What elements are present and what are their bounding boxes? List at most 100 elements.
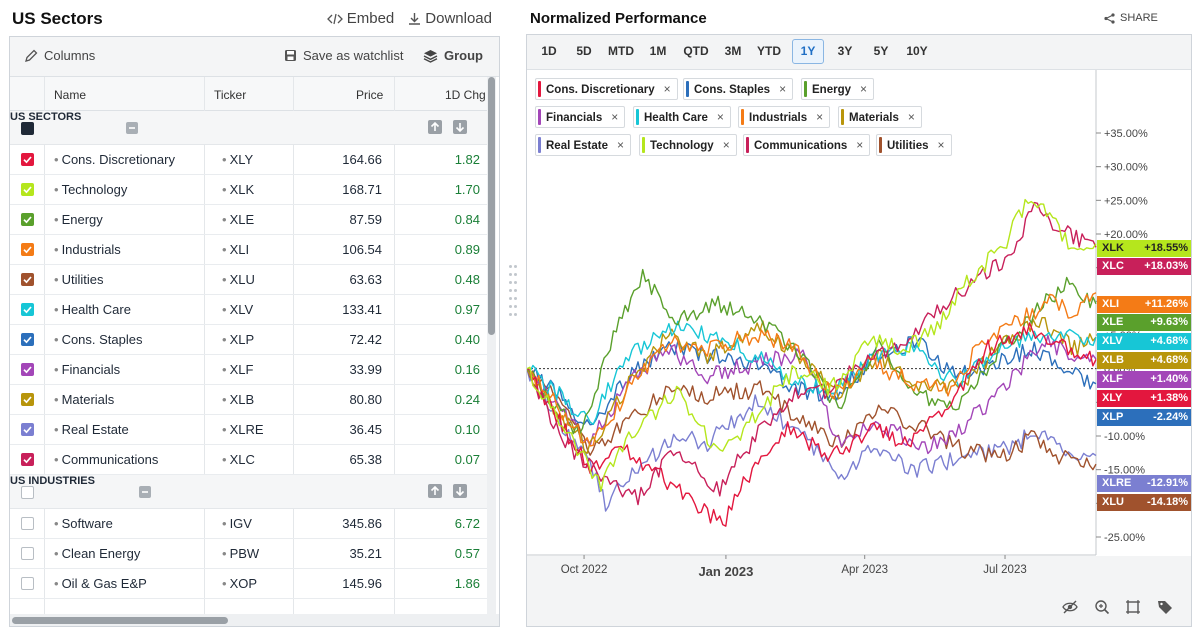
- fullscreen-icon[interactable]: [1125, 599, 1141, 615]
- columns-button[interactable]: Columns: [24, 48, 95, 63]
- eye-off-icon[interactable]: [1062, 599, 1078, 615]
- period-5y[interactable]: 5Y: [873, 44, 889, 58]
- header-name[interactable]: Name: [54, 88, 87, 102]
- horizontal-scroll-thumb[interactable]: [12, 617, 228, 624]
- series-line-xly[interactable]: [527, 322, 1097, 527]
- remove-series-icon[interactable]: ×: [907, 110, 915, 124]
- series-line-xlre[interactable]: [527, 368, 1097, 512]
- header-ticker[interactable]: Ticker: [214, 88, 247, 102]
- vertical-scrollbar[interactable]: [487, 77, 496, 626]
- table-row[interactable]: • Oil & Gas E&P • XOP 145.96 1.86: [10, 569, 488, 599]
- remove-series-icon[interactable]: ×: [856, 138, 864, 152]
- legend-chip[interactable]: Real Estate ×: [535, 134, 632, 156]
- legend-chip[interactable]: Utilities ×: [876, 134, 952, 156]
- table-row[interactable]: • Industrials • XLI 106.54 0.89: [10, 235, 488, 265]
- header-change[interactable]: 1D Chg: [445, 88, 486, 102]
- move-down-icon[interactable]: [453, 484, 467, 498]
- group-header[interactable]: US INDUSTRIES: [10, 475, 488, 509]
- period-1d[interactable]: 1D: [541, 44, 557, 58]
- series-line-xlu[interactable]: [527, 368, 1097, 471]
- table-row[interactable]: • Health Care • XLV 133.41 0.97: [10, 295, 488, 325]
- vertical-scroll-thumb[interactable]: [488, 77, 495, 335]
- legend-chip[interactable]: Health Care ×: [633, 106, 731, 128]
- legend-chip[interactable]: Cons. Staples ×: [683, 78, 794, 100]
- series-line-xlk[interactable]: [527, 198, 1097, 492]
- panel-resize-handle[interactable]: [508, 265, 518, 375]
- period-mtd[interactable]: MTD: [608, 44, 634, 58]
- tag-icon[interactable]: [1157, 599, 1173, 615]
- horizontal-scrollbar[interactable]: [10, 614, 499, 626]
- remove-series-icon[interactable]: ×: [722, 138, 730, 152]
- share-button[interactable]: SHARE: [1104, 12, 1158, 24]
- row-checkbox[interactable]: [21, 577, 34, 590]
- remove-series-icon[interactable]: ×: [816, 110, 824, 124]
- row-checkbox[interactable]: [21, 547, 34, 560]
- legend-chip[interactable]: Technology ×: [639, 134, 737, 156]
- remove-series-icon[interactable]: ×: [860, 82, 868, 96]
- move-up-icon[interactable]: [428, 484, 442, 498]
- group-button[interactable]: Group: [423, 48, 483, 63]
- row-checkbox[interactable]: [21, 273, 34, 286]
- table-row[interactable]: • Financials • XLF 33.99 0.16: [10, 355, 488, 385]
- bullet-icon: •: [54, 182, 59, 197]
- row-checkbox[interactable]: [21, 153, 34, 166]
- legend-chip[interactable]: Materials ×: [838, 106, 922, 128]
- series-line-xle[interactable]: [527, 268, 1097, 435]
- table-row[interactable]: • Energy • XLE 87.59 0.84: [10, 205, 488, 235]
- header-price[interactable]: Price: [356, 88, 384, 102]
- legend-chip[interactable]: Communications ×: [743, 134, 871, 156]
- row-checkbox[interactable]: [21, 183, 34, 196]
- row-checkbox[interactable]: [21, 243, 34, 256]
- table-row[interactable]: • Cons. Staples • XLP 72.42 0.40: [10, 325, 488, 355]
- series-line-xlf[interactable]: [527, 334, 1097, 455]
- period-3m[interactable]: 3M: [724, 44, 742, 58]
- collapse-icon[interactable]: [126, 122, 138, 134]
- table-row[interactable]: • Materials • XLB 80.80 0.24: [10, 385, 488, 415]
- remove-series-icon[interactable]: ×: [716, 110, 724, 124]
- remove-series-icon[interactable]: ×: [779, 82, 787, 96]
- period-5d[interactable]: 5D: [576, 44, 592, 58]
- download-button[interactable]: Download: [408, 10, 492, 27]
- period-1y[interactable]: 1Y: [792, 39, 824, 64]
- period-ytd[interactable]: YTD: [757, 44, 781, 58]
- group-checkbox[interactable]: [21, 486, 34, 499]
- row-checkbox[interactable]: [21, 213, 34, 226]
- move-up-icon[interactable]: [428, 120, 442, 134]
- row-checkbox[interactable]: [21, 393, 34, 406]
- legend-chip[interactable]: Financials ×: [535, 106, 626, 128]
- period-3y[interactable]: 3Y: [837, 44, 853, 58]
- group-checkbox-checked[interactable]: [21, 122, 34, 135]
- remove-series-icon[interactable]: ×: [617, 138, 625, 152]
- embed-button[interactable]: Embed: [326, 10, 394, 27]
- table-row[interactable]: • Technology • XLK 168.71 1.70: [10, 175, 488, 205]
- remove-series-icon[interactable]: ×: [611, 110, 619, 124]
- collapse-icon[interactable]: [139, 486, 151, 498]
- table-row[interactable]: • Cons. Discretionary • XLY 164.66 1.82: [10, 145, 488, 175]
- table-row[interactable]: • Utilities • XLU 63.63 0.48: [10, 265, 488, 295]
- period-1m[interactable]: 1M: [649, 44, 667, 58]
- table-row[interactable]: • Communications • XLC 65.38 0.07: [10, 445, 488, 475]
- period-10y[interactable]: 10Y: [906, 44, 928, 58]
- row-checkbox[interactable]: [21, 303, 34, 316]
- row-checkbox[interactable]: [21, 453, 34, 466]
- remove-series-icon[interactable]: ×: [937, 138, 945, 152]
- row-checkbox[interactable]: [21, 363, 34, 376]
- legend-chip[interactable]: Industrials ×: [738, 106, 831, 128]
- period-qtd[interactable]: QTD: [683, 44, 709, 58]
- legend-chip[interactable]: Energy ×: [801, 78, 875, 100]
- save-watchlist-button[interactable]: Save as watchlist: [284, 48, 403, 63]
- move-down-icon[interactable]: [453, 120, 467, 134]
- group-header[interactable]: US SECTORS: [10, 111, 488, 145]
- remove-series-icon[interactable]: ×: [663, 82, 671, 96]
- table-row[interactable]: • Clean Energy • PBW 35.21 0.57: [10, 539, 488, 569]
- row-checkbox[interactable]: [21, 333, 34, 346]
- legend-chip[interactable]: Cons. Discretionary ×: [535, 78, 678, 100]
- zoom-reset-icon[interactable]: [1094, 599, 1110, 615]
- series-line-xli[interactable]: [527, 292, 1097, 447]
- table-row[interactable]: • Real Estate • XLRE 36.45 0.10: [10, 415, 488, 445]
- table-row[interactable]: • Software • IGV 345.86 6.72: [10, 509, 488, 539]
- chart-plot-area[interactable]: -25.00%-20.00%-15.00%-10.00%-5.00%0.00%+…: [527, 69, 1191, 587]
- row-checkbox[interactable]: [21, 423, 34, 436]
- series-line-xlc[interactable]: [527, 201, 1097, 506]
- row-checkbox[interactable]: [21, 517, 34, 530]
